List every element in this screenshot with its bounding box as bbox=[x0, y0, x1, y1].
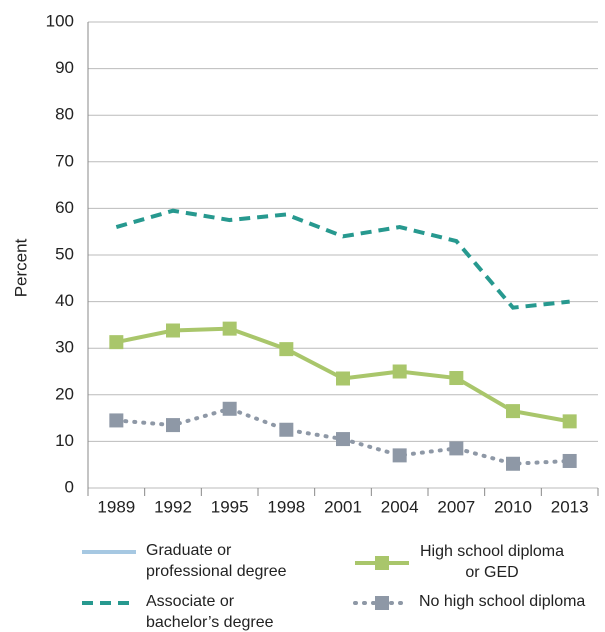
legend-label: Graduate or professional degree bbox=[146, 542, 287, 580]
point-marker bbox=[562, 414, 577, 429]
point-marker bbox=[562, 453, 577, 468]
legend-label: No high school diploma bbox=[419, 593, 586, 610]
point-marker bbox=[222, 401, 237, 416]
y-tick-label: 30 bbox=[55, 338, 74, 357]
legend-label: High school diploma or GED bbox=[419, 543, 565, 581]
x-tick-label: 2007 bbox=[437, 497, 475, 516]
legend-marker bbox=[375, 556, 389, 570]
x-tick-label: 1995 bbox=[211, 497, 249, 516]
point-marker bbox=[279, 422, 294, 437]
point-marker bbox=[392, 364, 407, 379]
series-line bbox=[115, 208, 570, 310]
point-marker bbox=[109, 413, 124, 428]
x-tick-label: 1989 bbox=[97, 497, 135, 516]
point-marker bbox=[222, 321, 237, 336]
x-tick-label: 2010 bbox=[494, 497, 532, 516]
x-tick-label: 2004 bbox=[381, 497, 419, 516]
point-marker bbox=[506, 404, 520, 419]
y-tick-label: 50 bbox=[55, 244, 74, 263]
y-tick-label: 70 bbox=[55, 151, 74, 170]
y-tick-label: 80 bbox=[55, 105, 74, 124]
point-marker bbox=[166, 323, 180, 338]
x-tick-label: 1992 bbox=[154, 497, 192, 516]
x-tick-label: 2001 bbox=[324, 497, 362, 516]
legend-marker bbox=[375, 596, 389, 610]
point-marker bbox=[279, 342, 294, 357]
point-marker bbox=[506, 456, 520, 471]
point-marker bbox=[392, 448, 407, 463]
y-tick-label: 60 bbox=[55, 198, 74, 217]
point-marker bbox=[336, 371, 350, 386]
y-tick-label: 20 bbox=[55, 384, 74, 403]
y-tick-label: 0 bbox=[65, 477, 74, 496]
point-marker bbox=[449, 371, 464, 386]
point-marker bbox=[336, 432, 350, 447]
y-tick-label: 100 bbox=[46, 11, 74, 30]
x-tick-label: 2013 bbox=[551, 497, 589, 516]
point-marker bbox=[109, 335, 124, 350]
y-tick-label: 90 bbox=[55, 58, 74, 77]
point-marker bbox=[449, 441, 464, 456]
x-tick-label: 1998 bbox=[267, 497, 305, 516]
y-axis-label: Percent bbox=[11, 238, 30, 297]
point-marker bbox=[166, 418, 180, 433]
legend-label: Associate or bachelor’s degree bbox=[146, 593, 274, 631]
y-tick-label: 40 bbox=[55, 291, 74, 310]
y-tick-label: 10 bbox=[55, 431, 74, 450]
